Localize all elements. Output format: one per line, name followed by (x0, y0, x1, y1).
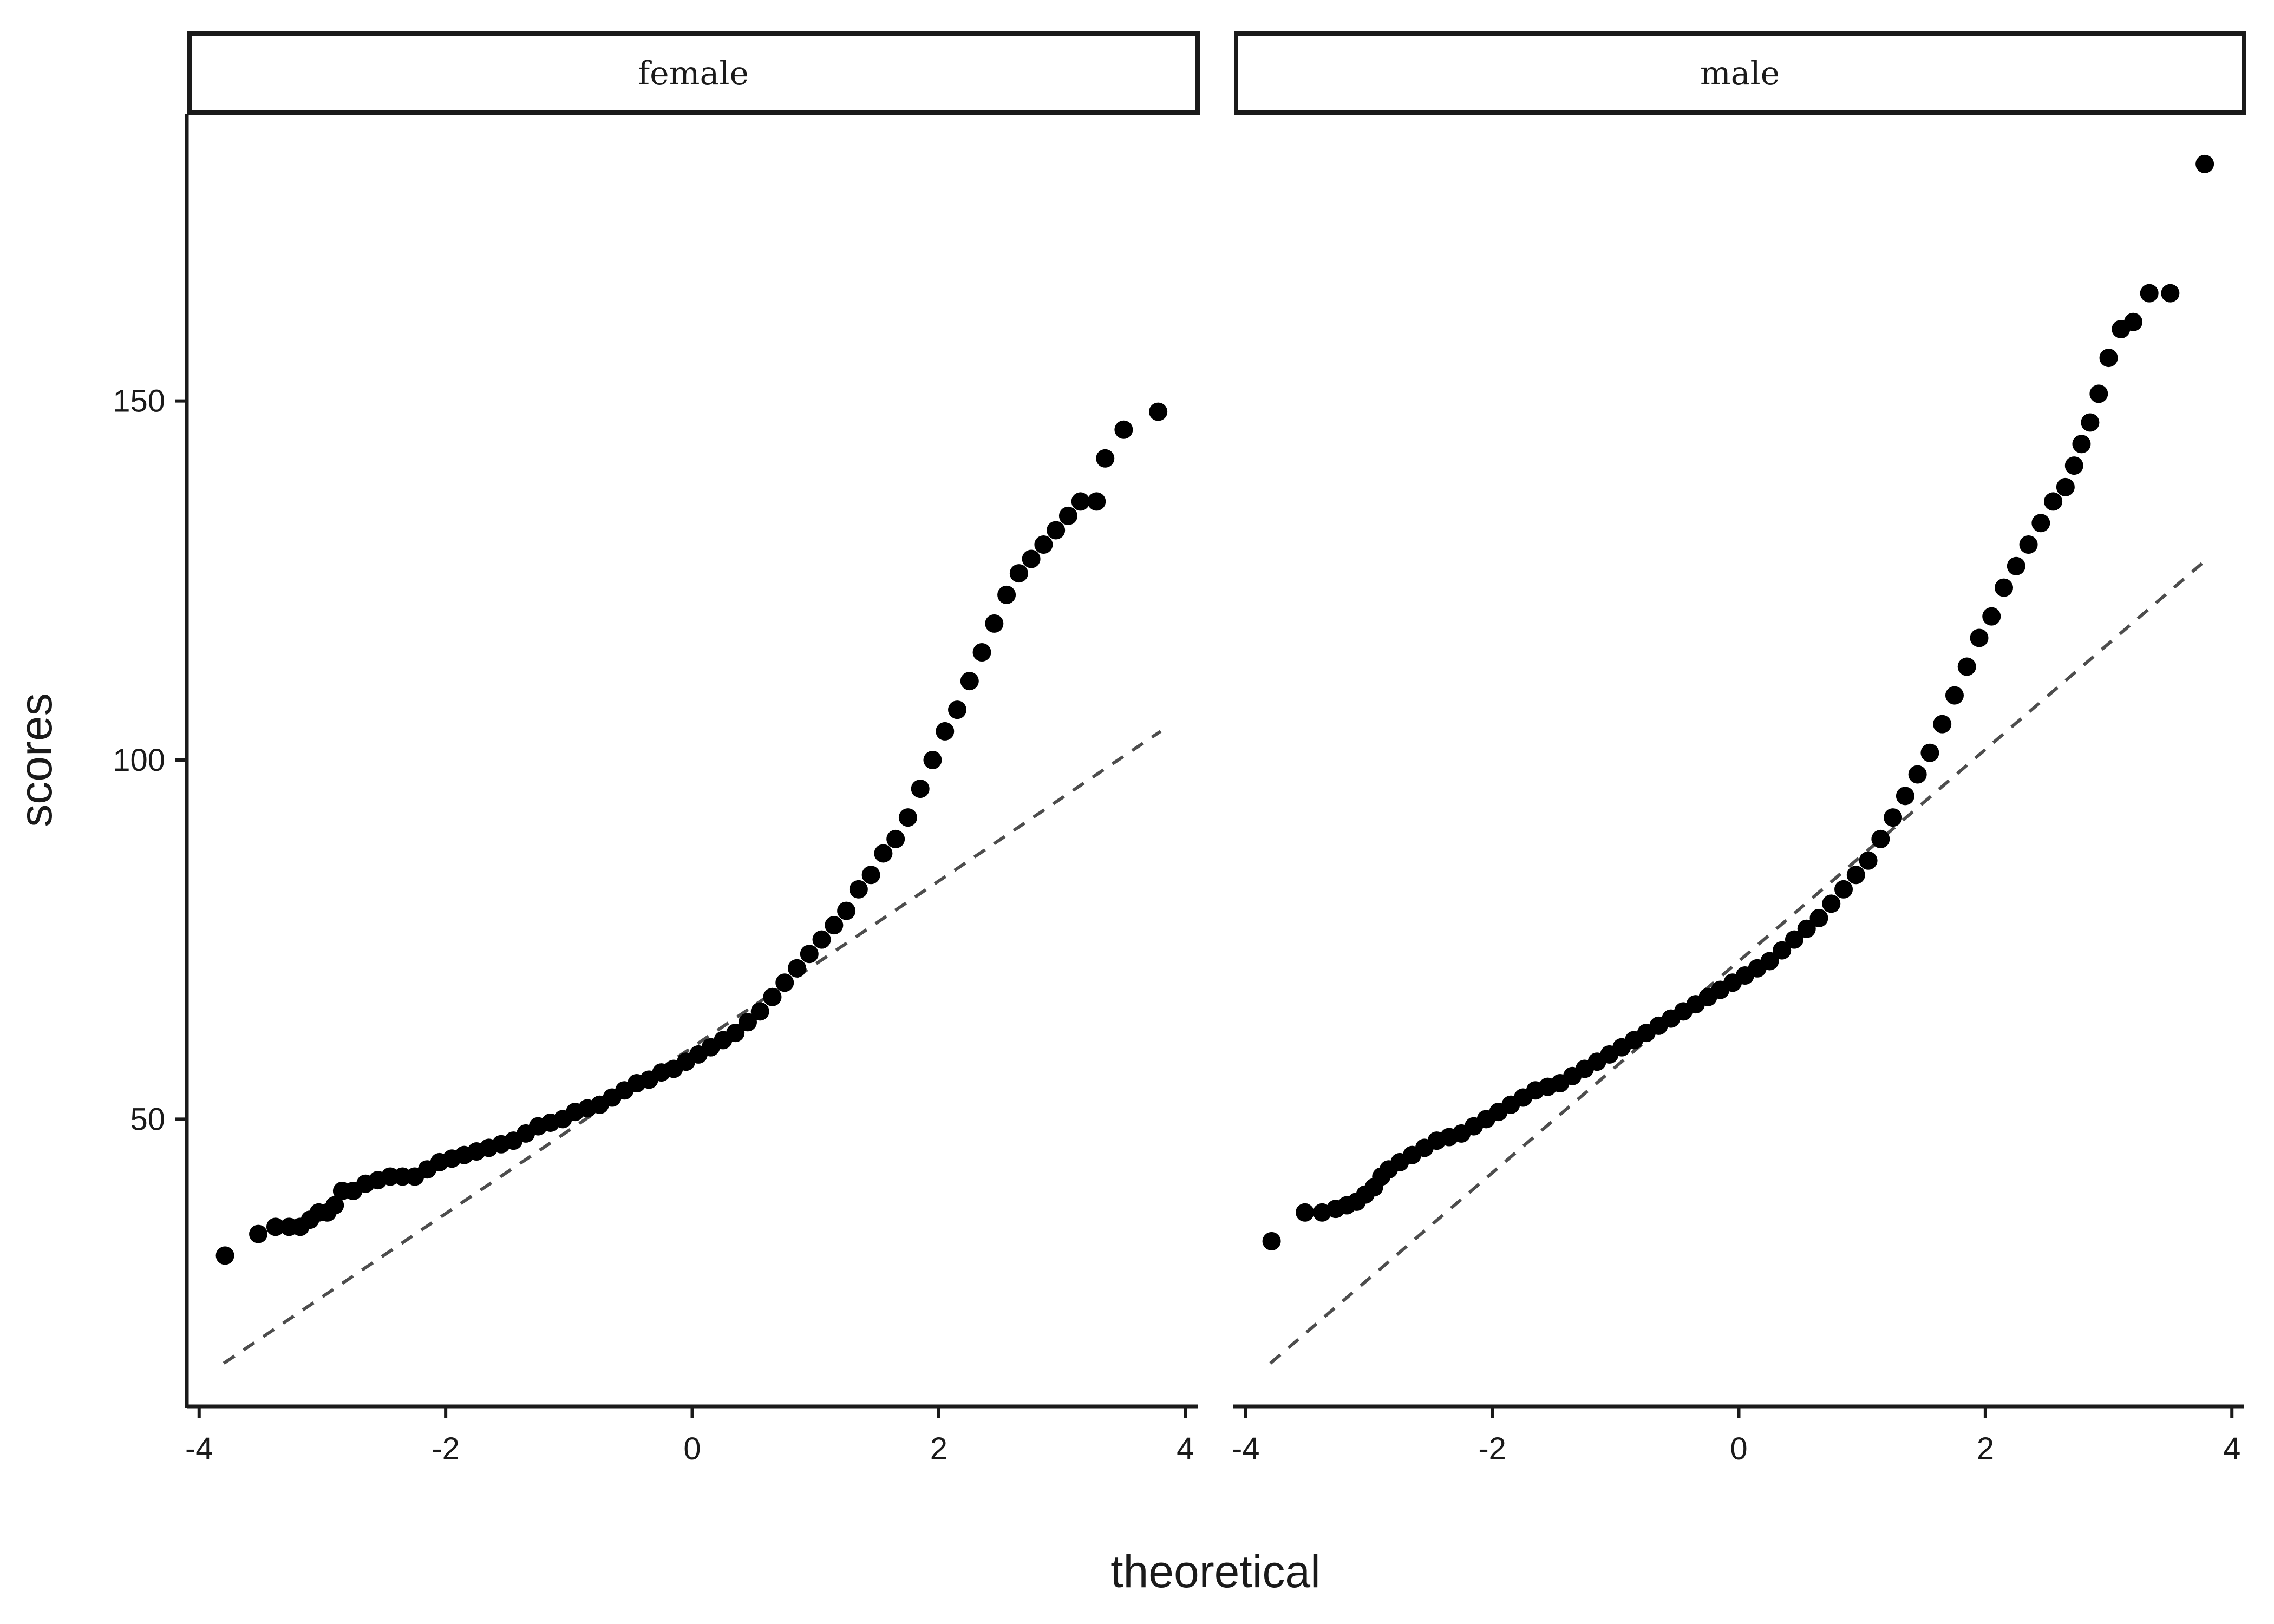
point-female-56 (911, 780, 930, 798)
point-female-49 (825, 916, 844, 935)
point-male-61 (2019, 535, 2038, 554)
point-male-62 (2031, 514, 2050, 533)
point-female-44 (763, 987, 782, 1006)
point-female-52 (861, 866, 880, 885)
point-female-68 (1058, 506, 1077, 525)
point-male-65 (2064, 456, 2083, 475)
point-male-52 (1908, 765, 1927, 784)
x-tick-label-female-2: 0 (683, 1431, 701, 1466)
point-male-0 (1262, 1232, 1281, 1250)
point-male-42 (1785, 930, 1803, 949)
point-female-51 (849, 880, 868, 899)
point-male-47 (1846, 866, 1865, 885)
point-female-48 (812, 930, 831, 949)
point-male-50 (1884, 808, 1903, 827)
panel-female: female -4 -2 0 2 4 (185, 31, 1200, 1466)
point-female-59 (948, 700, 967, 719)
point-male-48 (1859, 851, 1878, 870)
x-tick-label-male-2: 0 (1730, 1431, 1747, 1466)
point-female-67 (1047, 521, 1066, 540)
point-female-47 (800, 945, 819, 964)
strip-box-male (1234, 31, 2246, 115)
x-tick-label-male-3: 2 (1977, 1431, 1994, 1466)
point-male-72 (2140, 284, 2159, 303)
point-female-73 (1149, 402, 1168, 421)
point-male-60 (2007, 556, 2025, 575)
x-tick-label-male-0: -4 (1232, 1431, 1260, 1466)
point-female-69 (1071, 492, 1090, 511)
point-male-64 (2056, 477, 2075, 496)
point-female-41 (726, 1024, 745, 1043)
point-male-59 (1995, 578, 2014, 597)
y-axis-title: scores (10, 693, 61, 827)
point-male-67 (2081, 413, 2100, 432)
strip-box-female (187, 31, 1200, 115)
point-female-43 (750, 1002, 769, 1021)
point-female-62 (985, 614, 1004, 633)
point-female-72 (1114, 420, 1133, 439)
point-male-55 (1945, 686, 1964, 705)
x-tick-label-female-4: 4 (1177, 1431, 1194, 1466)
point-female-63 (997, 585, 1016, 604)
point-female-58 (936, 722, 955, 741)
point-male-41 (1773, 941, 1792, 960)
point-female-45 (775, 973, 794, 992)
point-male-66 (2072, 435, 2091, 454)
point-female-54 (886, 829, 905, 848)
x-tick-label-female-1: -2 (432, 1431, 460, 1466)
point-female-50 (837, 901, 856, 920)
point-male-68 (2089, 384, 2108, 403)
point-male-53 (1920, 743, 1939, 762)
point-male-49 (1871, 829, 1890, 848)
point-male-73 (2161, 284, 2180, 303)
point-male-45 (1822, 894, 1841, 913)
reference-line-female (223, 730, 1162, 1365)
x-tick-label-female-0: -4 (185, 1431, 213, 1466)
point-female-57 (923, 751, 942, 769)
point-female-1 (249, 1224, 268, 1243)
point-female-0 (215, 1246, 234, 1265)
point-male-46 (1834, 880, 1853, 899)
x-tick-label-female-3: 2 (930, 1431, 948, 1466)
x-tick-label-male-1: -2 (1478, 1431, 1506, 1466)
point-female-53 (874, 844, 893, 863)
point-male-58 (1982, 607, 2001, 626)
point-male-71 (2124, 312, 2143, 331)
point-female-70 (1087, 492, 1106, 511)
point-female-8 (325, 1196, 344, 1215)
reference-line-male (1269, 558, 2208, 1365)
point-female-42 (738, 1013, 757, 1032)
y-tick-label-100: 100 (113, 743, 165, 778)
strip-label-male: male (1700, 55, 1780, 93)
panel-male: male -4 -2 0 2 4 (1232, 31, 2246, 1466)
point-male-40 (1760, 952, 1779, 971)
point-female-71 (1096, 449, 1115, 468)
point-female-55 (898, 808, 917, 827)
point-female-64 (1009, 564, 1028, 583)
y-tick-label-50: 50 (130, 1102, 165, 1137)
point-female-65 (1022, 549, 1041, 568)
point-male-57 (1970, 628, 1989, 647)
point-male-69 (2099, 349, 2118, 368)
point-male-43 (1797, 919, 1816, 938)
point-female-2 (266, 1217, 285, 1236)
point-male-63 (2044, 492, 2063, 511)
point-male-54 (1933, 715, 1952, 734)
point-male-74 (2195, 154, 2214, 173)
y-tick-label-150: 150 (113, 384, 165, 419)
x-axis-title: theoretical (1110, 1546, 1321, 1597)
point-female-61 (972, 643, 991, 662)
point-male-56 (1957, 657, 1976, 676)
point-male-44 (1809, 908, 1828, 927)
point-female-46 (788, 959, 807, 978)
x-tick-label-male-4: 4 (2223, 1431, 2240, 1466)
point-male-51 (1896, 787, 1914, 806)
strip-label-female: female (638, 55, 749, 93)
point-female-60 (960, 672, 979, 691)
point-female-66 (1034, 535, 1053, 554)
point-male-1 (1296, 1203, 1315, 1222)
